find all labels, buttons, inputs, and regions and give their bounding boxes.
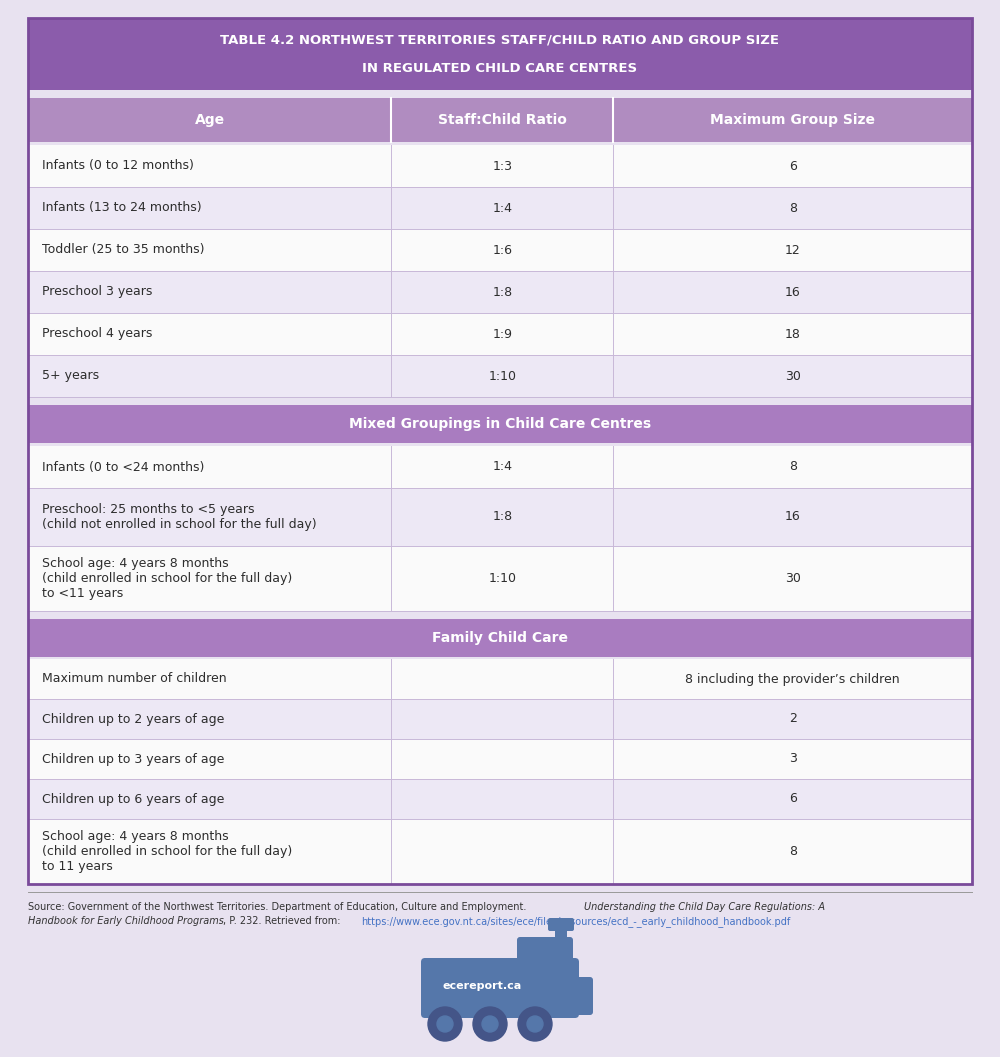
Text: 3: 3 — [789, 753, 797, 765]
Text: 6: 6 — [789, 160, 797, 172]
Text: (child enrolled in school for the full day): (child enrolled in school for the full d… — [42, 572, 292, 585]
Text: IN REGULATED CHILD CARE CENTRES: IN REGULATED CHILD CARE CENTRES — [362, 61, 638, 74]
Text: 8: 8 — [789, 202, 797, 215]
Text: Source: Government of the Northwest Territories. Department of Education, Cultur: Source: Government of the Northwest Terr… — [28, 902, 530, 912]
Text: Preschool 4 years: Preschool 4 years — [42, 328, 152, 340]
Text: Understanding the Child Day Care Regulations: A: Understanding the Child Day Care Regulat… — [584, 902, 825, 912]
Text: 1:8: 1:8 — [492, 511, 512, 523]
Text: ecereport.ca: ecereport.ca — [442, 981, 522, 991]
Text: 1:9: 1:9 — [492, 328, 512, 340]
Circle shape — [428, 1007, 462, 1041]
Text: 1:3: 1:3 — [492, 160, 512, 172]
Text: 16: 16 — [785, 285, 801, 298]
Text: 1:8: 1:8 — [492, 285, 512, 298]
Text: , P. 232. Retrieved from:: , P. 232. Retrieved from: — [223, 916, 344, 926]
Text: Maximum Group Size: Maximum Group Size — [710, 113, 875, 127]
Text: 30: 30 — [785, 370, 801, 383]
Text: Preschool: 25 months to <5 years: Preschool: 25 months to <5 years — [42, 503, 254, 516]
Bar — [28, 405, 972, 443]
Bar — [28, 779, 972, 819]
Bar — [28, 355, 972, 397]
Text: 12: 12 — [785, 243, 801, 257]
Text: Infants (0 to <24 months): Infants (0 to <24 months) — [42, 461, 204, 474]
Bar — [613, 98, 972, 142]
Bar — [28, 18, 972, 90]
Text: 1:10: 1:10 — [488, 370, 516, 383]
Text: Family Child Care: Family Child Care — [432, 631, 568, 645]
Bar — [28, 819, 972, 884]
Text: Toddler (25 to 35 months): Toddler (25 to 35 months) — [42, 243, 205, 257]
Text: https://www.ece.gov.nt.ca/sites/ece/files/resources/ecd_-_early_childhood_handbo: https://www.ece.gov.nt.ca/sites/ece/file… — [361, 916, 790, 927]
Text: (child enrolled in school for the full day): (child enrolled in school for the full d… — [42, 845, 292, 858]
Bar — [28, 229, 972, 271]
FancyBboxPatch shape — [421, 958, 579, 1018]
Bar — [28, 619, 972, 657]
Text: Infants (13 to 24 months): Infants (13 to 24 months) — [42, 202, 202, 215]
Bar — [391, 98, 613, 142]
Bar — [28, 699, 972, 739]
Text: 16: 16 — [785, 511, 801, 523]
Bar — [28, 488, 972, 546]
Text: School age: 4 years 8 months: School age: 4 years 8 months — [42, 557, 229, 570]
FancyBboxPatch shape — [548, 917, 574, 931]
Bar — [28, 313, 972, 355]
Circle shape — [518, 1007, 552, 1041]
Bar — [28, 145, 972, 187]
Text: Children up to 2 years of age: Children up to 2 years of age — [42, 712, 224, 725]
Text: Handbook for Early Childhood Programs: Handbook for Early Childhood Programs — [28, 916, 224, 926]
Bar — [555, 925, 567, 945]
Text: 1:10: 1:10 — [488, 572, 516, 585]
Text: to <11 years: to <11 years — [42, 587, 123, 600]
Text: Preschool 3 years: Preschool 3 years — [42, 285, 152, 298]
Text: 1:4: 1:4 — [492, 461, 512, 474]
Text: 1:6: 1:6 — [492, 243, 512, 257]
FancyBboxPatch shape — [517, 937, 573, 971]
Bar — [28, 659, 972, 699]
Bar — [28, 18, 972, 884]
Text: Children up to 6 years of age: Children up to 6 years of age — [42, 793, 224, 805]
Circle shape — [473, 1007, 507, 1041]
Bar — [28, 98, 391, 142]
Text: School age: 4 years 8 months: School age: 4 years 8 months — [42, 830, 229, 843]
Circle shape — [437, 1016, 453, 1032]
Text: Children up to 3 years of age: Children up to 3 years of age — [42, 753, 224, 765]
Circle shape — [482, 1016, 498, 1032]
Text: 6: 6 — [789, 793, 797, 805]
Text: 8 including the provider’s children: 8 including the provider’s children — [685, 672, 900, 686]
Text: 1:4: 1:4 — [492, 202, 512, 215]
Text: 30: 30 — [785, 572, 801, 585]
Bar — [28, 271, 972, 313]
Bar — [28, 739, 972, 779]
Bar — [28, 187, 972, 229]
Text: Mixed Groupings in Child Care Centres: Mixed Groupings in Child Care Centres — [349, 418, 651, 431]
Text: Infants (0 to 12 months): Infants (0 to 12 months) — [42, 160, 194, 172]
Text: 5+ years: 5+ years — [42, 370, 99, 383]
Text: (child not enrolled in school for the full day): (child not enrolled in school for the fu… — [42, 518, 317, 531]
Text: 2: 2 — [789, 712, 797, 725]
Bar — [28, 546, 972, 611]
Bar — [28, 446, 972, 488]
Text: to 11 years: to 11 years — [42, 860, 113, 873]
Circle shape — [527, 1016, 543, 1032]
Text: Maximum number of children: Maximum number of children — [42, 672, 227, 686]
Text: Age: Age — [195, 113, 225, 127]
Text: 8: 8 — [789, 461, 797, 474]
Text: 18: 18 — [785, 328, 801, 340]
Text: TABLE 4.2 NORTHWEST TERRITORIES STAFF/CHILD RATIO AND GROUP SIZE: TABLE 4.2 NORTHWEST TERRITORIES STAFF/CH… — [220, 34, 780, 47]
FancyBboxPatch shape — [571, 977, 593, 1015]
Text: 8: 8 — [789, 845, 797, 858]
Text: Staff:Child Ratio: Staff:Child Ratio — [438, 113, 567, 127]
